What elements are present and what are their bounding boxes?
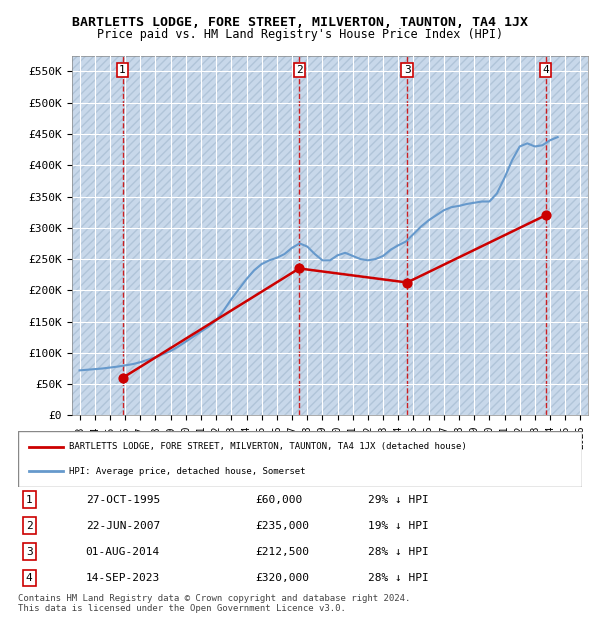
- Text: 28% ↓ HPI: 28% ↓ HPI: [368, 573, 428, 583]
- Text: 3: 3: [404, 65, 410, 75]
- Text: BARTLETTS LODGE, FORE STREET, MILVERTON, TAUNTON, TA4 1JX: BARTLETTS LODGE, FORE STREET, MILVERTON,…: [72, 16, 528, 29]
- Text: £320,000: £320,000: [255, 573, 309, 583]
- Text: 27-OCT-1995: 27-OCT-1995: [86, 495, 160, 505]
- FancyBboxPatch shape: [18, 431, 582, 487]
- Point: [295, 264, 304, 273]
- Text: BARTLETTS LODGE, FORE STREET, MILVERTON, TAUNTON, TA4 1JX (detached house): BARTLETTS LODGE, FORE STREET, MILVERTON,…: [69, 442, 467, 451]
- Text: 19% ↓ HPI: 19% ↓ HPI: [368, 521, 428, 531]
- Text: 01-AUG-2014: 01-AUG-2014: [86, 547, 160, 557]
- Point: [402, 278, 412, 288]
- Text: 1: 1: [26, 495, 32, 505]
- Text: £212,500: £212,500: [255, 547, 309, 557]
- Text: 4: 4: [542, 65, 549, 75]
- Text: 1: 1: [119, 65, 126, 75]
- Text: 28% ↓ HPI: 28% ↓ HPI: [368, 547, 428, 557]
- Text: 2: 2: [26, 521, 32, 531]
- Text: 3: 3: [26, 547, 32, 557]
- Point: [118, 373, 127, 383]
- Text: 4: 4: [26, 573, 32, 583]
- Point: [541, 210, 550, 220]
- Text: 29% ↓ HPI: 29% ↓ HPI: [368, 495, 428, 505]
- Text: 14-SEP-2023: 14-SEP-2023: [86, 573, 160, 583]
- Text: Price paid vs. HM Land Registry's House Price Index (HPI): Price paid vs. HM Land Registry's House …: [97, 28, 503, 41]
- Text: Contains HM Land Registry data © Crown copyright and database right 2024.
This d: Contains HM Land Registry data © Crown c…: [18, 594, 410, 613]
- Text: 2: 2: [296, 65, 302, 75]
- Text: £60,000: £60,000: [255, 495, 302, 505]
- Text: HPI: Average price, detached house, Somerset: HPI: Average price, detached house, Some…: [69, 467, 305, 476]
- Text: £235,000: £235,000: [255, 521, 309, 531]
- Text: 22-JUN-2007: 22-JUN-2007: [86, 521, 160, 531]
